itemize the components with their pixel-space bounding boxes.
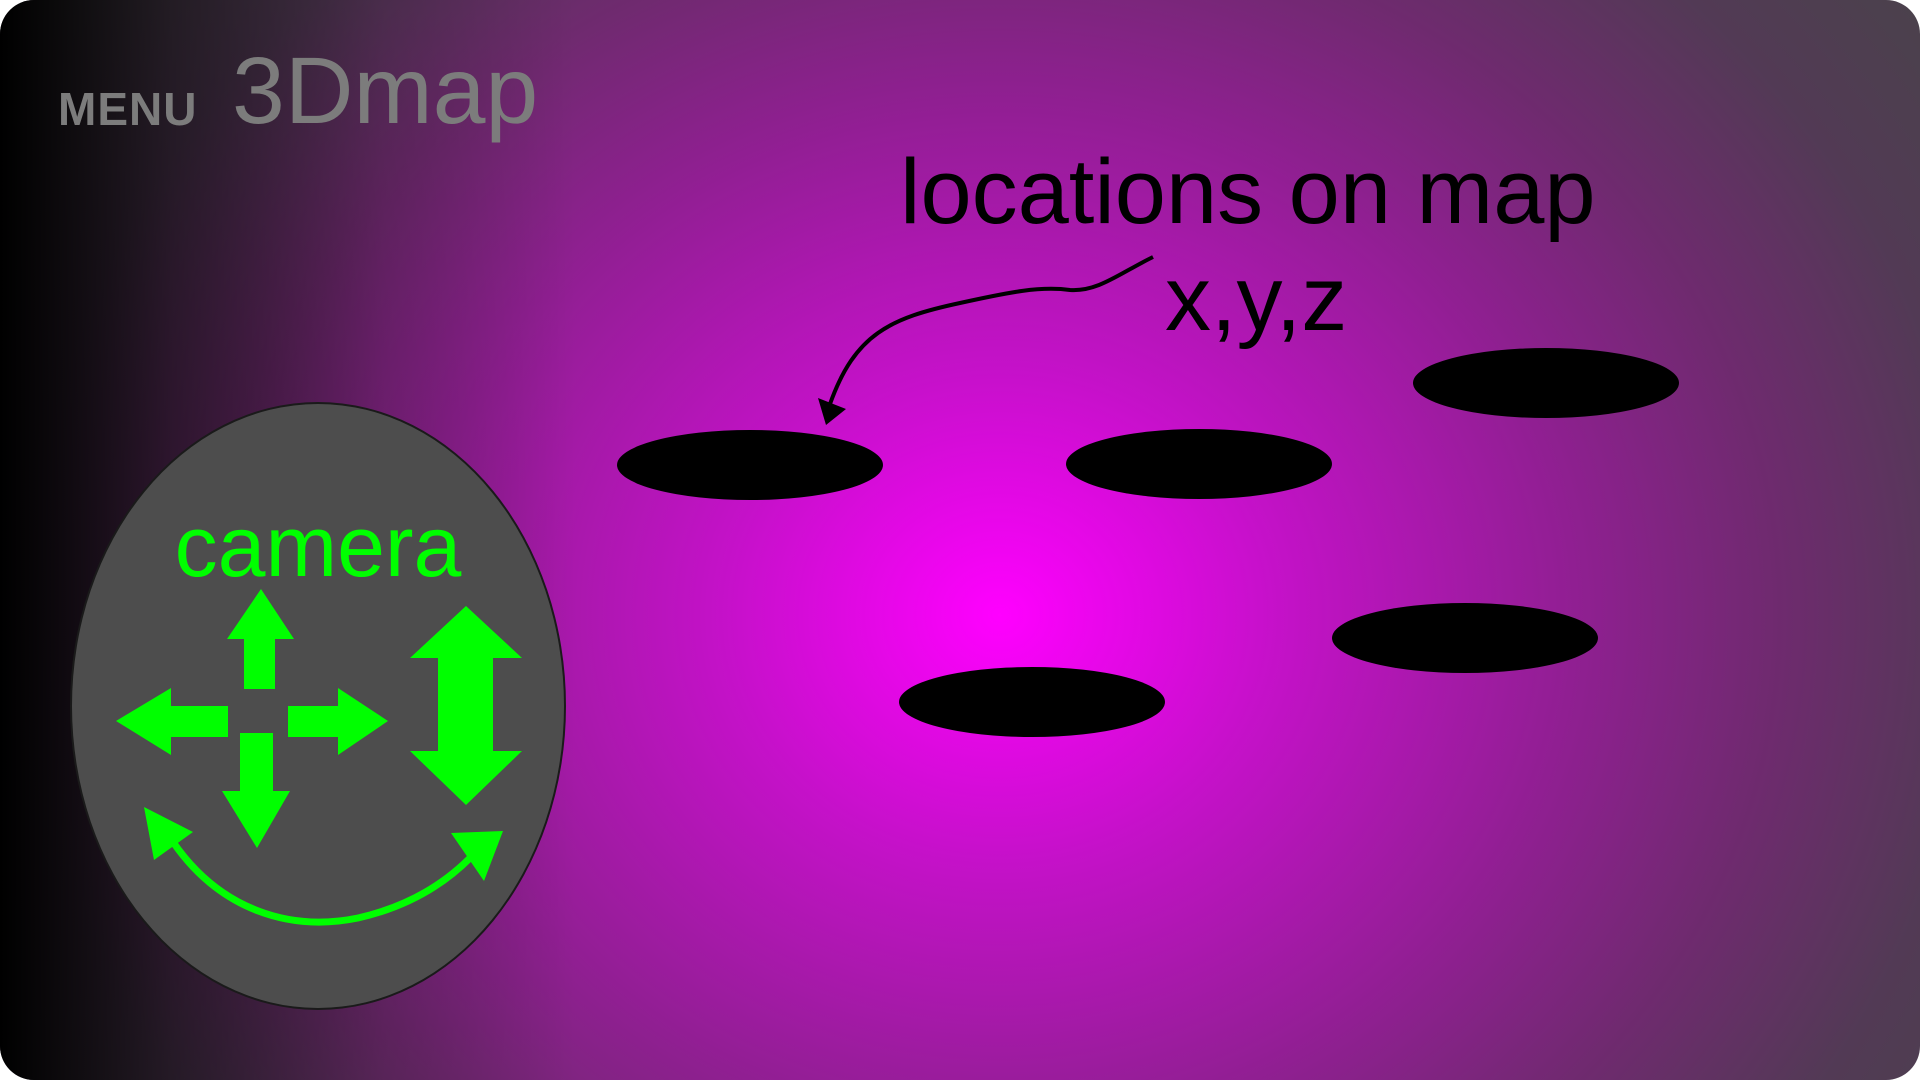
- menu-button[interactable]: MENU: [58, 83, 198, 135]
- app-title: 3Dmap: [232, 38, 539, 144]
- annotation-coordinates: x,y,z: [1165, 248, 1348, 350]
- camera-label: camera: [174, 499, 462, 595]
- orbit-arc-icon[interactable]: [170, 840, 473, 926]
- annotation-arrow: [828, 255, 1154, 405]
- pan-right-arrow-icon[interactable]: [288, 688, 388, 755]
- pan-up-arrow-icon[interactable]: [227, 589, 294, 689]
- orbit-right-arrowhead-icon: [451, 831, 503, 881]
- location-marker[interactable]: [1332, 603, 1598, 673]
- zoom-double-arrow-icon[interactable]: [410, 606, 522, 805]
- pan-down-arrow-icon[interactable]: [222, 733, 290, 848]
- location-marker[interactable]: [1413, 348, 1679, 418]
- orbit-left-arrowhead-icon: [144, 807, 193, 860]
- pan-left-arrow-icon[interactable]: [116, 688, 228, 755]
- location-marker[interactable]: [899, 667, 1165, 737]
- location-marker[interactable]: [1066, 429, 1332, 499]
- location-marker[interactable]: [617, 430, 883, 500]
- annotation-title: locations on map: [900, 141, 1596, 243]
- annotation-arrowhead: [818, 398, 846, 425]
